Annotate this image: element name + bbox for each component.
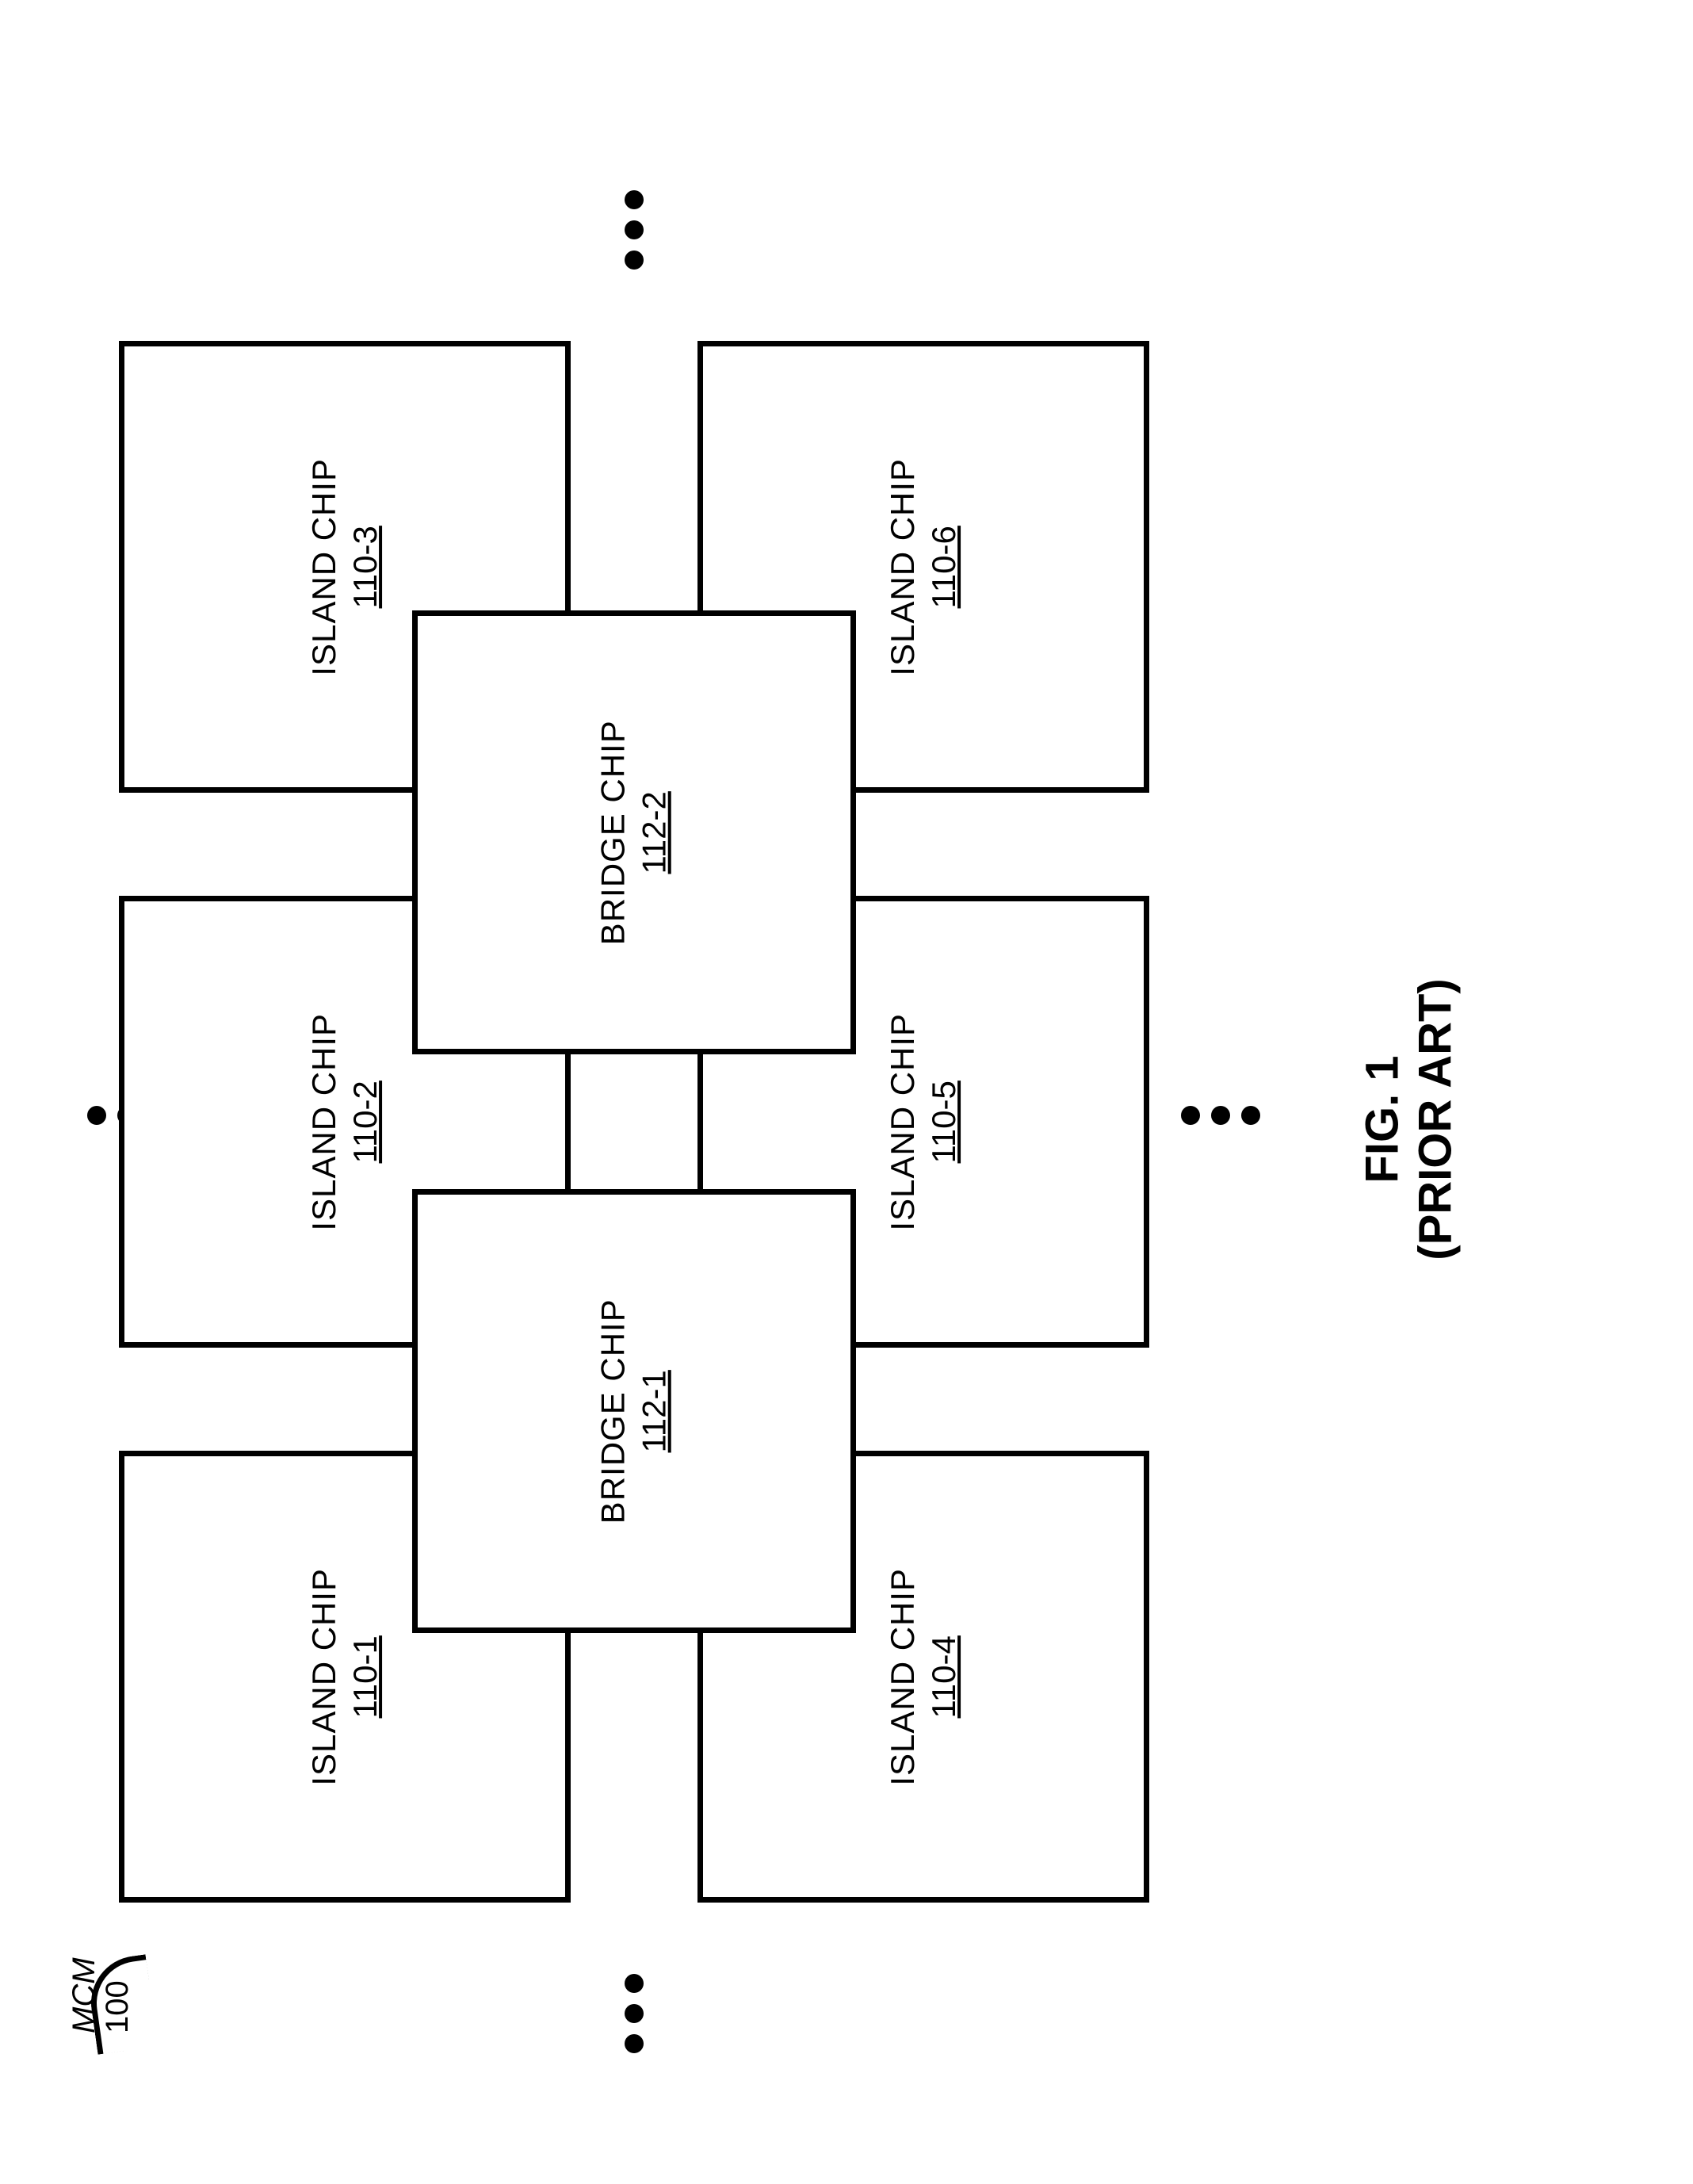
dot-icon <box>625 251 644 270</box>
bridge-chip-112-2: BRIDGE CHIP 112-2 <box>412 610 856 1054</box>
dot-icon <box>625 2004 644 2023</box>
caption-line2: (PRIOR ART) <box>1409 978 1462 1260</box>
chip-ref: 110-5 <box>925 1013 963 1231</box>
chip-label: ISLAND CHIP 110-4 <box>884 1568 964 1786</box>
dot-icon <box>87 1106 106 1125</box>
chip-name: BRIDGE CHIP <box>594 720 632 945</box>
figure-caption: FIG. 1 (PRIOR ART) <box>1356 978 1462 1260</box>
chip-label: ISLAND CHIP 110-5 <box>884 1013 964 1231</box>
dot-icon <box>625 1974 644 1993</box>
chip-name: ISLAND CHIP <box>305 458 343 676</box>
dot-icon <box>1181 1106 1200 1125</box>
dot-icon <box>625 190 644 209</box>
chip-label: ISLAND CHIP 110-6 <box>884 458 964 676</box>
chip-ref: 110-2 <box>346 1013 384 1231</box>
chip-label: ISLAND CHIP 110-1 <box>305 1568 385 1786</box>
chip-ref: 110-6 <box>925 458 963 676</box>
diagram-canvas: MCM 100 ISLAND CHIP 110-1 ISLAND CHIP 11… <box>0 0 1693 2184</box>
caption-line1: FIG. 1 <box>1356 978 1409 1260</box>
chip-ref: 112-1 <box>636 1299 674 1524</box>
chip-name: ISLAND CHIP <box>884 1013 922 1231</box>
chip-label: ISLAND CHIP 110-2 <box>305 1013 385 1231</box>
chip-name: ISLAND CHIP <box>884 458 922 676</box>
chip-name: ISLAND CHIP <box>305 1568 343 1786</box>
ellipsis-right <box>625 190 644 270</box>
ellipsis-left <box>625 1974 644 2053</box>
chip-name: ISLAND CHIP <box>305 1013 343 1231</box>
chip-ref: 110-4 <box>925 1568 963 1786</box>
dot-icon <box>625 2034 644 2053</box>
chip-label: BRIDGE CHIP 112-2 <box>594 720 675 945</box>
chip-ref: 112-2 <box>636 720 674 945</box>
chip-label: ISLAND CHIP 110-3 <box>305 458 385 676</box>
chip-name: ISLAND CHIP <box>884 1568 922 1786</box>
ellipsis-bottom <box>1181 1106 1260 1125</box>
chip-ref: 110-3 <box>346 458 384 676</box>
chip-label: BRIDGE CHIP 112-1 <box>594 1299 675 1524</box>
dot-icon <box>625 220 644 239</box>
dot-icon <box>1241 1106 1260 1125</box>
chip-name: BRIDGE CHIP <box>594 1299 632 1524</box>
chip-ref: 110-1 <box>346 1568 384 1786</box>
dot-icon <box>1211 1106 1230 1125</box>
bridge-chip-112-1: BRIDGE CHIP 112-1 <box>412 1189 856 1633</box>
